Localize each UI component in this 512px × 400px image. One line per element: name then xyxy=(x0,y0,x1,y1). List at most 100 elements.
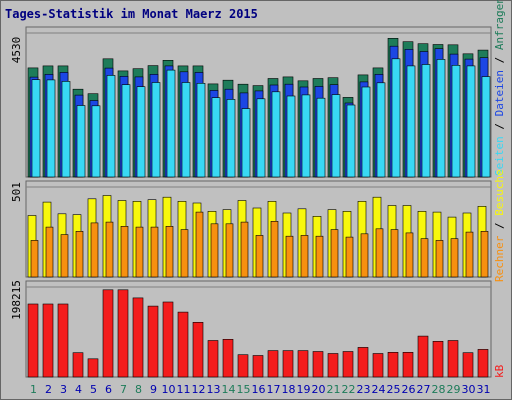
bar-kb-day-25 xyxy=(387,351,399,378)
bar-kb-day-29 xyxy=(447,340,459,378)
bar-seiten-day-5 xyxy=(91,105,101,178)
bar-kb-day-20 xyxy=(312,351,324,378)
bar-kb-day-31 xyxy=(477,349,489,378)
x-label-day-12: 12 xyxy=(192,383,206,396)
x-label-day-10: 10 xyxy=(162,383,176,396)
bar-rechner-day-10 xyxy=(165,226,174,278)
bar-kb-day-21 xyxy=(327,353,339,378)
x-label-day-8: 8 xyxy=(135,383,142,396)
bar-rechner-day-28 xyxy=(435,240,444,278)
x-label-day-29: 29 xyxy=(447,383,461,396)
x-label-day-23: 23 xyxy=(357,383,371,396)
bar-seiten-day-21 xyxy=(331,94,341,178)
bar-kb-day-2 xyxy=(42,303,54,378)
bar-seiten-day-2 xyxy=(46,79,56,178)
bar-rechner-day-11 xyxy=(180,229,189,278)
bar-seiten-day-23 xyxy=(361,86,371,178)
bar-rechner-day-4 xyxy=(75,231,84,278)
volume-ymax-label: 198215 xyxy=(10,280,23,320)
bar-kb-day-12 xyxy=(192,321,204,378)
bar-kb-day-28 xyxy=(432,340,444,378)
bar-seiten-day-8 xyxy=(136,86,146,178)
bar-kb-day-11 xyxy=(177,311,189,378)
bar-seiten-day-12 xyxy=(196,83,206,178)
bar-rechner-day-13 xyxy=(210,223,219,278)
bar-seiten-day-17 xyxy=(271,91,281,178)
bar-kb-day-5 xyxy=(87,358,99,378)
bar-seiten-day-27 xyxy=(421,64,431,178)
bar-rechner-day-26 xyxy=(405,232,414,278)
bar-kb-day-4 xyxy=(72,352,84,378)
bar-seiten-day-25 xyxy=(391,58,401,178)
bar-rechner-day-9 xyxy=(150,226,159,278)
legend-besuche: Besuche xyxy=(493,169,506,215)
bar-seiten-day-3 xyxy=(61,81,71,178)
bar-seiten-day-26 xyxy=(406,65,416,178)
requests-ymax-label: 4530 xyxy=(10,37,23,64)
x-label-day-27: 27 xyxy=(417,383,431,396)
bar-rechner-day-19 xyxy=(300,235,309,278)
bar-seiten-day-16 xyxy=(256,98,266,178)
bar-seiten-day-13 xyxy=(211,97,221,178)
bar-seiten-day-9 xyxy=(151,82,161,178)
bar-kb-day-7 xyxy=(117,289,129,378)
x-label-day-20: 20 xyxy=(312,383,326,396)
requests-legend: Seiten / Dateien / Anfragen xyxy=(493,0,506,176)
bar-kb-day-24 xyxy=(372,353,384,378)
bar-seiten-day-14 xyxy=(226,99,236,178)
x-axis-labels: 1 2 3 4 5 6 7 8 9 10 11 12 13 14 15 16 17 18 19 20 21 22 23 24 2… xyxy=(30,383,491,396)
legend-rechner: Rechner xyxy=(493,235,506,282)
x-label-day-13: 13 xyxy=(207,383,221,396)
legend-seiten: Seiten xyxy=(493,136,506,176)
bar-rechner-day-24 xyxy=(375,228,384,278)
x-label-day-4: 4 xyxy=(75,383,82,396)
bar-kb-day-30 xyxy=(462,352,474,378)
x-label-day-5: 5 xyxy=(90,383,97,396)
bar-kb-day-19 xyxy=(297,350,309,378)
bar-kb-day-10 xyxy=(162,301,174,378)
x-label-day-31: 31 xyxy=(477,383,491,396)
bar-rechner-day-22 xyxy=(345,236,354,278)
bar-kb-day-1 xyxy=(27,303,39,378)
x-label-day-6: 6 xyxy=(105,383,112,396)
bar-rechner-day-17 xyxy=(270,221,279,278)
bar-kb-day-9 xyxy=(147,305,159,378)
bar-rechner-day-31 xyxy=(480,231,489,278)
visits-legend: Rechner / Besuche xyxy=(493,169,506,282)
bar-rechner-day-27 xyxy=(420,238,429,278)
x-label-day-1: 1 xyxy=(30,383,37,396)
x-label-day-11: 11 xyxy=(177,383,191,396)
legend-sep-3: / xyxy=(493,216,506,236)
bar-kb-day-8 xyxy=(132,297,144,378)
x-label-day-7: 7 xyxy=(120,383,127,396)
kb-legend: kB xyxy=(493,364,506,378)
bar-seiten-day-15 xyxy=(241,108,251,178)
x-label-day-26: 26 xyxy=(402,383,416,396)
bar-rechner-day-5 xyxy=(90,222,99,278)
bar-seiten-day-20 xyxy=(316,97,326,178)
bar-rechner-day-2 xyxy=(45,226,54,278)
bar-seiten-day-11 xyxy=(181,82,191,178)
bar-seiten-day-19 xyxy=(301,94,311,178)
bar-rechner-day-18 xyxy=(285,235,294,278)
bar-seiten-day-30 xyxy=(466,65,476,178)
bar-rechner-day-21 xyxy=(330,229,339,278)
bar-rechner-day-14 xyxy=(225,223,234,278)
bar-kb-day-17 xyxy=(267,350,279,378)
visits-ymax-label: 501 xyxy=(10,182,23,202)
legend-sep-1: / xyxy=(493,116,506,136)
bar-seiten-day-7 xyxy=(121,84,131,178)
x-label-day-2: 2 xyxy=(45,383,52,396)
bar-kb-day-16 xyxy=(252,355,264,378)
bar-rechner-day-15 xyxy=(240,221,249,278)
bar-seiten-day-4 xyxy=(76,105,86,178)
bar-kb-day-22 xyxy=(342,351,354,378)
bars-layer xyxy=(27,37,491,378)
legend-sep-2: / xyxy=(493,50,506,70)
bar-kb-day-27 xyxy=(417,335,429,378)
x-label-day-17: 17 xyxy=(267,383,281,396)
bar-rechner-day-3 xyxy=(60,234,69,278)
x-label-day-30: 30 xyxy=(462,383,476,396)
bar-seiten-day-10 xyxy=(166,69,176,178)
bar-kb-day-6 xyxy=(102,289,114,378)
